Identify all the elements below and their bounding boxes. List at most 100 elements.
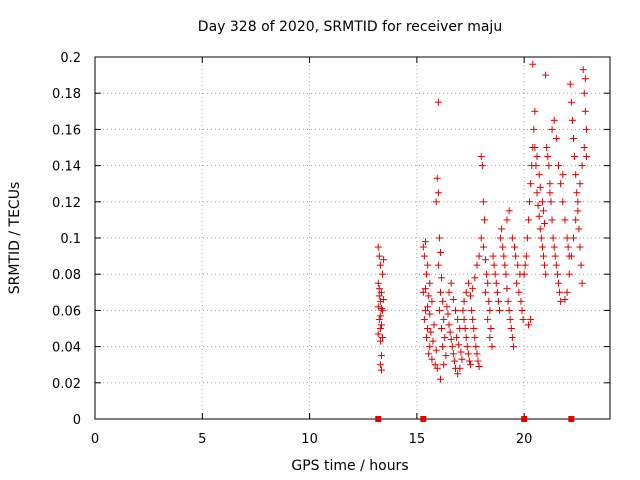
axis-marker [420, 416, 427, 422]
data-point [550, 116, 558, 124]
data-point [473, 350, 481, 358]
data-point [374, 330, 382, 338]
data-point [500, 252, 508, 260]
data-point [566, 80, 574, 88]
data-point [494, 297, 502, 305]
data-point [579, 66, 587, 74]
data-point [549, 234, 557, 242]
data-point [532, 162, 540, 170]
data-point [527, 180, 535, 188]
data-point [484, 279, 492, 287]
data-point [542, 71, 550, 79]
data-point [543, 144, 551, 151]
x-tick-label: 15 [409, 432, 426, 447]
data-point [581, 75, 589, 83]
data-point [379, 306, 387, 314]
data-point [425, 350, 433, 358]
data-point [530, 125, 538, 133]
data-point [443, 303, 451, 311]
data-point [421, 238, 429, 246]
data-point [428, 297, 436, 305]
data-point [518, 306, 526, 314]
data-point [509, 343, 517, 351]
data-point [438, 274, 446, 282]
data-point [526, 198, 534, 206]
data-point [445, 321, 453, 329]
data-point [431, 361, 439, 369]
data-point [470, 325, 478, 332]
data-point [508, 234, 516, 242]
data-point [473, 261, 481, 269]
axis-marker [375, 416, 382, 422]
data-point [462, 334, 470, 342]
data-point [377, 305, 385, 313]
x-tick-label: 5 [198, 432, 206, 447]
data-point [582, 125, 590, 133]
data-point [508, 334, 516, 342]
data-point [544, 153, 552, 161]
data-point [552, 134, 560, 142]
data-point [575, 225, 583, 233]
y-axis-label: SRMTID / TECUs [7, 182, 23, 295]
data-point [462, 288, 470, 296]
data-point [567, 252, 575, 260]
data-point [432, 346, 440, 354]
data-point [479, 243, 487, 251]
y-tick-label: 0.08 [52, 268, 81, 283]
y-tick-label: 0.06 [52, 304, 81, 319]
data-point [426, 343, 434, 351]
data-point [469, 315, 477, 323]
data-point [380, 296, 388, 304]
data-point [519, 315, 527, 323]
x-tick-label: 0 [91, 432, 99, 447]
data-point [580, 144, 588, 151]
data-point [548, 216, 556, 224]
data-point [434, 98, 442, 106]
data-point [467, 361, 475, 369]
data-point [419, 288, 427, 296]
data-point [428, 355, 436, 363]
data-point [448, 343, 456, 351]
data-point [377, 288, 385, 296]
chart-title: Day 328 of 2020, SRMTID for receiver maj… [198, 19, 502, 35]
data-point [450, 357, 458, 365]
data-point [505, 306, 513, 314]
axis-ticks: 0 0.02 0.04 0.06 0.08 0.1 0.12 0.14 0.16 0.18 0.2 0… [52, 51, 610, 447]
data-point [447, 279, 455, 287]
data-point [578, 162, 586, 170]
data-point [563, 234, 571, 242]
data-point [559, 171, 567, 179]
data-point [576, 180, 584, 188]
data-point [379, 270, 387, 278]
data-point [464, 350, 472, 358]
data-point [571, 153, 579, 161]
data-point [498, 225, 506, 233]
data-point [502, 270, 510, 278]
data-point [461, 325, 469, 332]
data-point [435, 306, 443, 314]
data-point [477, 234, 485, 242]
data-point [477, 153, 485, 161]
data-point [432, 198, 440, 206]
x-tick-label: 10 [301, 432, 318, 447]
data-point [553, 270, 561, 278]
data-point [513, 279, 521, 287]
y-tick-label: 0.14 [52, 160, 81, 175]
y-tick-label: 0.12 [52, 196, 81, 211]
data-point [479, 198, 487, 206]
data-point [555, 162, 562, 170]
data-point [581, 107, 589, 115]
x-axis-label: GPS time / hours [291, 458, 408, 474]
data-point [430, 321, 438, 329]
data-point [556, 288, 564, 296]
data-point [499, 243, 507, 251]
data-point [455, 341, 463, 349]
data-point [424, 261, 432, 269]
data-point [482, 288, 490, 296]
data-point [375, 292, 383, 300]
data-point [425, 292, 433, 300]
data-point [522, 252, 530, 260]
data-point [485, 297, 493, 305]
data-point [548, 125, 556, 133]
data-point [495, 306, 503, 314]
